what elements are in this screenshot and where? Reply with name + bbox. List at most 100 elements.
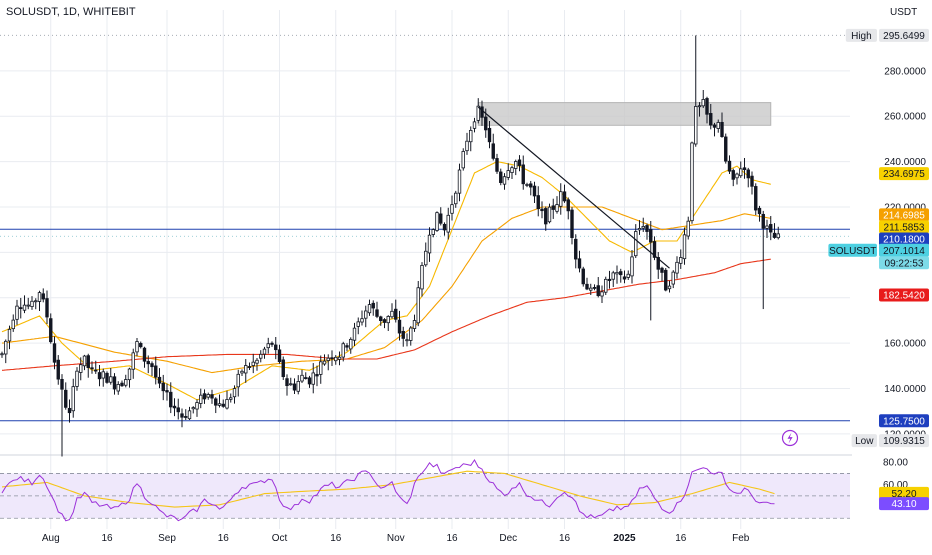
candle[interactable] [251,353,255,374]
candle[interactable] [649,220,653,321]
candle[interactable] [41,288,45,303]
candle[interactable] [131,348,135,379]
candle[interactable] [690,141,694,224]
candle[interactable] [82,354,87,371]
candle[interactable] [559,183,563,215]
candle[interactable] [731,168,735,187]
candle[interactable] [416,280,420,327]
candle[interactable] [97,365,102,387]
candle[interactable] [382,318,387,329]
candle[interactable] [514,159,518,176]
candle[interactable] [772,223,777,239]
candle[interactable] [281,356,285,380]
candle[interactable] [356,317,360,335]
candle[interactable] [536,186,540,217]
candle[interactable] [221,399,225,408]
candle[interactable] [341,341,345,362]
candle[interactable] [307,375,312,388]
candle[interactable] [517,155,522,172]
candle[interactable] [90,361,94,374]
candle[interactable] [206,392,210,400]
candle[interactable] [645,223,649,240]
candle[interactable] [225,390,229,410]
candle[interactable] [754,183,758,216]
candle[interactable] [172,398,177,417]
candle[interactable] [637,220,642,235]
candle[interactable] [427,227,432,262]
candle[interactable] [461,148,465,171]
candle[interactable] [255,357,259,371]
candle[interactable] [176,398,180,420]
candle[interactable] [667,280,672,293]
candle[interactable] [4,339,8,364]
candle[interactable] [409,326,413,346]
candle[interactable] [450,195,454,221]
candle[interactable] [405,333,409,347]
candle[interactable] [0,351,4,358]
candle[interactable] [169,382,173,414]
candle[interactable] [660,266,664,282]
candle[interactable] [574,234,578,269]
candle[interactable] [360,310,364,326]
candle[interactable] [570,207,574,245]
candle[interactable] [521,155,525,190]
candle[interactable] [120,380,124,387]
candle[interactable] [334,355,338,365]
candle[interactable] [739,161,743,178]
candle[interactable] [135,337,139,357]
candle[interactable] [214,397,218,414]
candle[interactable] [757,205,762,222]
candle[interactable] [510,165,514,180]
candle[interactable] [371,300,375,316]
candle[interactable] [469,126,473,152]
candle[interactable] [52,336,57,370]
candle[interactable] [390,303,394,319]
candle[interactable] [109,367,113,385]
candle[interactable] [487,120,492,149]
candle[interactable] [709,103,713,130]
candle[interactable] [671,270,675,289]
candle[interactable] [300,369,304,384]
candle[interactable] [386,315,390,331]
candle[interactable] [124,374,128,388]
candle[interactable] [94,360,98,374]
candle[interactable] [735,172,739,185]
candle[interactable] [232,385,237,404]
candle[interactable] [529,180,533,196]
candle[interactable] [465,132,469,155]
candle[interactable] [439,207,443,226]
candle[interactable] [499,168,503,186]
resistance-zone[interactable] [477,102,772,126]
candle[interactable] [364,305,368,328]
candle[interactable] [262,346,267,359]
candle[interactable] [641,217,645,232]
candle[interactable] [30,296,34,310]
candle[interactable] [210,389,214,404]
candle[interactable] [15,299,19,325]
candle[interactable] [337,351,342,366]
candle[interactable] [742,158,747,179]
candle[interactable] [682,227,687,265]
candle[interactable] [296,375,300,395]
candle[interactable] [64,382,68,410]
candle[interactable] [412,314,417,332]
candle[interactable] [622,270,627,284]
candle[interactable] [26,297,30,310]
candle[interactable] [716,119,720,133]
candle[interactable] [315,365,319,387]
candle[interactable] [585,277,589,291]
candle[interactable] [266,337,270,354]
candle[interactable] [596,277,600,298]
candle[interactable] [626,270,630,280]
candle[interactable] [379,315,383,326]
candle[interactable] [330,350,334,367]
candle[interactable] [544,206,548,231]
candle[interactable] [165,383,169,401]
candle[interactable] [311,363,315,394]
candle[interactable] [112,373,117,395]
candle[interactable] [217,394,222,408]
candle[interactable] [600,285,604,303]
candle[interactable] [34,298,38,310]
candle[interactable] [154,356,158,385]
